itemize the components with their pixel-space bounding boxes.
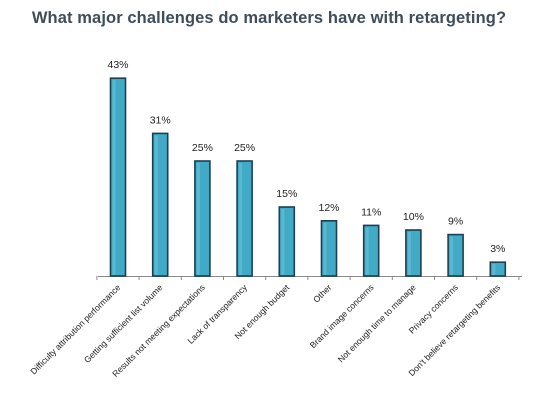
data-label: 43%: [107, 59, 128, 71]
data-label: 3%: [490, 243, 505, 255]
category-label: Difficulty attribution performance: [28, 282, 122, 376]
bar-highlight: [112, 80, 116, 275]
data-label: 12%: [318, 202, 339, 214]
data-label: 25%: [234, 142, 255, 154]
bar-highlight: [281, 209, 285, 275]
chart-title: What major challenges do marketers have …: [31, 9, 507, 27]
bar-highlight: [196, 163, 200, 275]
bar-highlight: [407, 232, 411, 275]
category-label: Don't believe retargeting benefits: [406, 282, 502, 378]
data-label: 15%: [276, 188, 297, 200]
category-label: Getting sufficient list volume: [82, 282, 165, 365]
category-label: Other: [311, 282, 333, 304]
data-label: 10%: [403, 211, 424, 223]
category-label: Not enough time to manage: [336, 282, 418, 364]
bar-highlight: [450, 236, 454, 275]
bar-highlight: [154, 135, 158, 275]
data-label: 25%: [192, 142, 213, 154]
bar-highlight: [492, 264, 496, 275]
data-label: 31%: [150, 114, 171, 126]
data-label: 11%: [361, 206, 381, 218]
data-label: 9%: [448, 216, 463, 228]
bar-highlight: [323, 222, 327, 275]
bar-highlight: [239, 163, 243, 275]
bar-highlight: [365, 227, 369, 275]
